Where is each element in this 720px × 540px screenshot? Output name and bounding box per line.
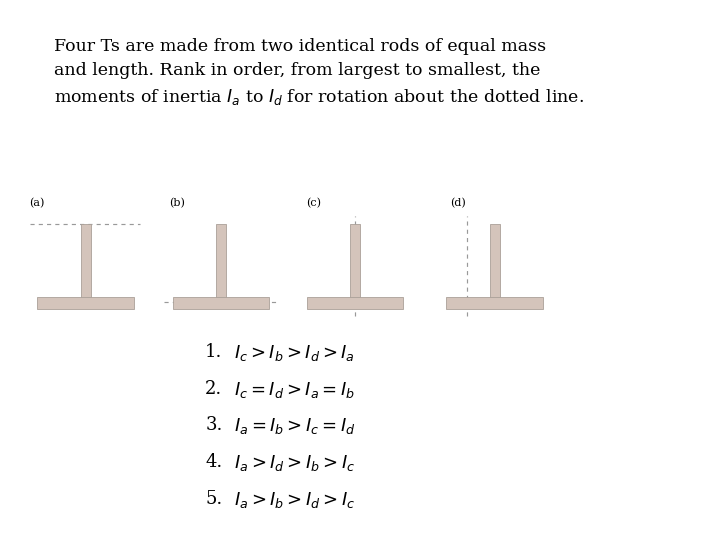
Text: 3.: 3. — [205, 416, 222, 434]
Text: $I_c > I_b > I_d > I_a$: $I_c > I_b > I_d > I_a$ — [234, 343, 355, 363]
Bar — [37, 297, 134, 309]
Text: (a): (a) — [29, 198, 44, 208]
Text: 4.: 4. — [205, 453, 222, 471]
Bar — [173, 297, 269, 309]
Text: $I_a > I_b > I_d > I_c$: $I_a > I_b > I_d > I_c$ — [234, 490, 356, 510]
Text: 1.: 1. — [205, 343, 222, 361]
Text: 5.: 5. — [205, 490, 222, 508]
Bar — [446, 297, 543, 309]
Text: 2.: 2. — [205, 380, 222, 397]
Text: $I_c = I_d > I_a = I_b$: $I_c = I_d > I_a = I_b$ — [234, 380, 355, 400]
Bar — [81, 224, 91, 302]
Bar — [307, 297, 403, 309]
Text: $I_a = I_b > I_c = I_d$: $I_a = I_b > I_c = I_d$ — [234, 416, 356, 436]
Bar — [216, 224, 226, 302]
Text: $I_a > I_d > I_b > I_c$: $I_a > I_d > I_b > I_c$ — [234, 453, 356, 473]
Text: Four Ts are made from two identical rods of equal mass
and length. Rank in order: Four Ts are made from two identical rods… — [54, 38, 584, 107]
Text: (b): (b) — [169, 198, 185, 208]
Bar — [350, 224, 360, 302]
Text: (c): (c) — [306, 198, 321, 208]
Bar — [490, 224, 500, 302]
Text: (d): (d) — [450, 198, 466, 208]
